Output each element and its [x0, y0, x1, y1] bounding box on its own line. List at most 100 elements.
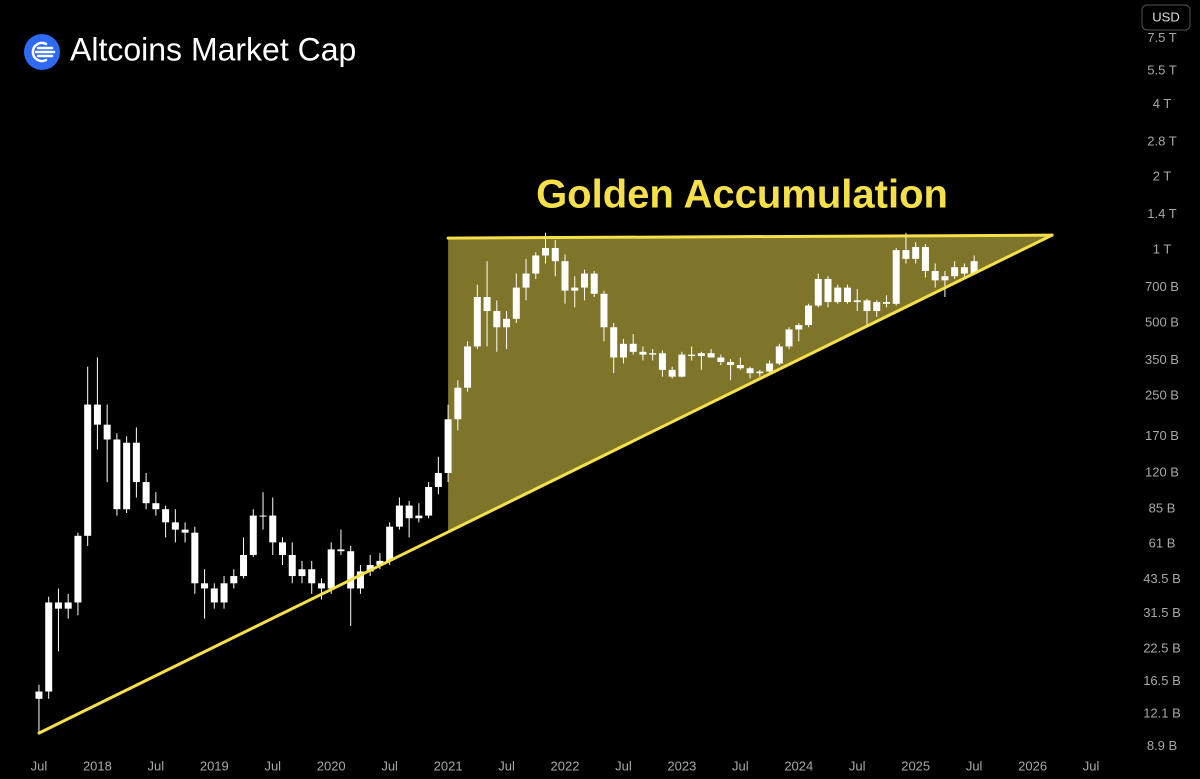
candle-body	[834, 287, 842, 303]
logo-glyph	[31, 41, 56, 63]
candle-body	[376, 560, 384, 565]
candle-body	[84, 404, 92, 536]
candle-body	[814, 278, 822, 306]
candle-body	[931, 270, 939, 281]
y-tick-label: 350 B	[1145, 352, 1179, 367]
candle-body	[347, 551, 355, 589]
candle-body	[668, 369, 676, 377]
y-tick-label: 16.5 B	[1143, 673, 1181, 688]
candle-body	[425, 486, 433, 516]
candle-body	[951, 267, 959, 277]
candle-body	[785, 329, 793, 347]
candle-body	[298, 569, 306, 577]
candle-body	[561, 261, 569, 291]
candle-body	[610, 327, 618, 358]
candle-body	[921, 247, 929, 271]
x-tick-label: Jul	[732, 758, 749, 773]
currency-button[interactable]	[1141, 4, 1191, 31]
candle-body	[415, 515, 423, 519]
x-tick-label: 2020	[317, 758, 346, 773]
y-tick-label: 7.5 T	[1147, 30, 1176, 45]
candle-body	[805, 305, 813, 326]
candle-body	[54, 602, 62, 609]
candle-body	[960, 267, 968, 274]
candle-body	[590, 273, 598, 294]
candle-body	[766, 363, 774, 372]
annotation: Golden Accumulation	[536, 173, 948, 217]
candle-body	[678, 354, 686, 377]
candle-body	[600, 293, 608, 328]
candle-body	[142, 482, 150, 504]
candle-body	[210, 588, 218, 603]
y-tick-label: 170 B	[1145, 428, 1179, 443]
x-tick-label: Jul	[1083, 758, 1100, 773]
candle-body	[658, 353, 666, 370]
candle-body	[756, 371, 764, 374]
candle-body	[356, 571, 364, 589]
candle-body	[366, 564, 374, 572]
x-tick-label: 2026	[1018, 758, 1047, 773]
candle-body	[844, 287, 851, 303]
candle-body	[970, 261, 978, 274]
y-tick-label: 2.8 T	[1147, 133, 1176, 148]
x-tick-label: Jul	[381, 758, 398, 773]
x-tick-label: 2022	[551, 758, 580, 773]
candle-body	[902, 250, 910, 259]
candle-body	[873, 302, 881, 312]
trendline	[446, 233, 1054, 240]
candle-body	[74, 535, 82, 603]
candle-body	[123, 442, 131, 510]
candle-body	[892, 250, 900, 304]
chart-title: Altcoins Market Cap	[70, 31, 356, 67]
candle-body	[707, 353, 715, 358]
candle-body	[746, 368, 754, 374]
candle-body	[181, 529, 189, 533]
candle-body	[308, 569, 316, 584]
x-tick-label: 2024	[784, 758, 813, 773]
candle-body	[727, 361, 735, 366]
candle-body	[542, 248, 550, 256]
y-tick-label: 4 T	[1153, 96, 1172, 111]
candle-body	[464, 346, 472, 388]
candle-body	[863, 300, 871, 312]
y-tick-label: 1.4 T	[1147, 206, 1176, 221]
candle-body	[113, 439, 121, 510]
currency-label[interactable]: USD	[1152, 9, 1179, 24]
candle-body	[288, 554, 296, 577]
candle-body	[103, 424, 111, 440]
candle-body	[434, 472, 442, 487]
candle-body	[327, 549, 335, 589]
candle-body	[64, 602, 72, 609]
y-tick-label: 2 T	[1153, 169, 1172, 184]
x-tick-label: Jul	[264, 758, 281, 773]
candle-body	[152, 503, 160, 510]
candle-body	[35, 691, 43, 699]
trendline	[37, 233, 1054, 735]
candle-body	[493, 311, 501, 328]
candle-body	[269, 515, 277, 543]
x-tick-label: 2019	[200, 758, 229, 773]
candle-body	[503, 318, 511, 328]
x-tick-label: Jul	[31, 758, 48, 773]
x-tick-label: Jul	[966, 758, 983, 773]
candle-body	[230, 576, 238, 584]
candle-body	[162, 509, 170, 523]
candle-body	[619, 343, 627, 358]
candle-body	[45, 602, 53, 692]
candle-body	[532, 255, 540, 274]
candle-body	[853, 300, 861, 303]
candle-body	[317, 583, 325, 589]
y-tick-label: 500 B	[1145, 314, 1179, 329]
candle-body	[337, 549, 345, 552]
x-tick-label: Jul	[148, 758, 165, 773]
y-tick-label: 43.5 B	[1143, 571, 1181, 586]
x-tick-label: 2021	[434, 758, 463, 773]
candle-body	[882, 302, 890, 304]
candle-body	[240, 554, 248, 577]
y-tick-label: 12.1 B	[1143, 706, 1181, 721]
y-tick-label: 31.5 B	[1143, 605, 1181, 620]
candle-body	[395, 505, 403, 527]
candle-body	[795, 325, 803, 330]
